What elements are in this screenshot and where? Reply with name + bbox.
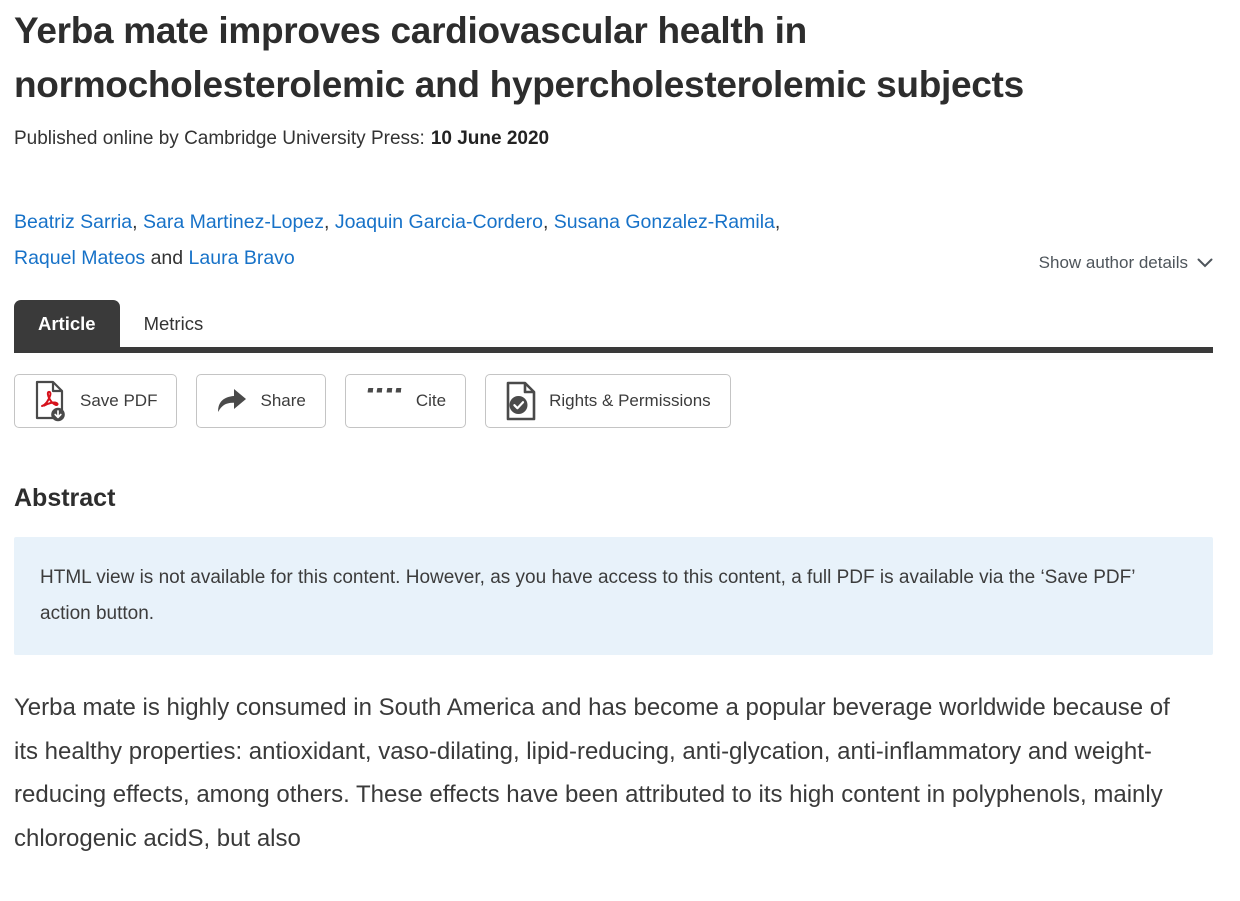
abstract-body-text: Yerba mate is highly consumed in South A… [14,694,1170,852]
page-title: Yerba mate improves cardiovascular healt… [14,10,1024,105]
rights-permissions-button[interactable]: Rights & Permissions [485,374,731,428]
author-separator: and [145,247,189,269]
action-button-row: Save PDF Share ““ Cite R [14,374,1213,428]
author-link[interactable]: Sara Martinez-Lopez [142,211,324,233]
share-icon [216,388,247,414]
cite-button[interactable]: ““ Cite [344,374,467,428]
author-link[interactable]: Laura Bravo [188,247,295,269]
abstract-heading: Abstract [14,484,116,512]
share-label: Share [260,391,306,410]
quote-icon: ““ [364,388,403,414]
cite-label: Cite [415,391,447,410]
published-line: Published online by Cambridge University… [14,128,1213,150]
published-label: Published online by Cambridge University… [14,128,425,149]
document-check-icon [505,381,536,421]
author-link[interactable]: Beatriz Sarria [14,211,133,233]
author-list: Beatriz Sarria, Sara Martinez-Lopez, Joa… [14,204,804,276]
author-link[interactable]: Joaquin Garcia-Cordero [334,211,543,233]
html-unavailable-notice: HTML view is not available for this cont… [14,537,1213,655]
save-pdf-button[interactable]: Save PDF [14,374,178,428]
author-separator: , [542,211,554,233]
chevron-down-icon [1197,253,1213,273]
show-author-details-button[interactable]: Show author details [1039,253,1213,273]
show-author-details-label: Show author details [1038,253,1188,272]
share-button[interactable]: Share [196,374,326,428]
author-separator: , [132,211,143,233]
published-date: 10 June 2020 [430,128,550,149]
save-pdf-label: Save PDF [80,391,158,410]
article-page: Yerba mate improves cardiovascular healt… [14,10,1213,852]
pdf-download-icon [34,380,67,422]
authors-row: Beatriz Sarria, Sara Martinez-Lopez, Joa… [14,204,1213,276]
tab-metrics[interactable]: Metrics [143,313,204,334]
tab-article[interactable]: Article [14,300,120,347]
author-separator: , [774,211,781,233]
tab-bar: Article Metrics [14,300,1213,353]
author-link[interactable]: Susana Gonzalez-Ramila [553,211,775,233]
rights-permissions-label: Rights & Permissions [549,391,711,410]
author-link[interactable]: Raquel Mateos [14,247,146,269]
author-separator: , [323,211,335,233]
